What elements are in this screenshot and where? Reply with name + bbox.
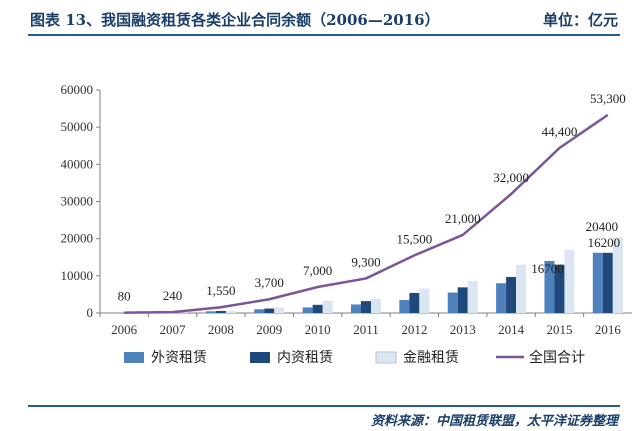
bar-金融租赁-2011 (371, 298, 381, 313)
bar-外资租赁-2015 (544, 260, 555, 313)
bar-金融租赁-2015 (564, 249, 575, 313)
total-data-label: 7,000 (303, 263, 332, 278)
y-tick-label: 40000 (61, 156, 94, 171)
y-tick-label: 50000 (61, 119, 94, 134)
total-data-label: 32,000 (493, 170, 529, 185)
legend-swatch (250, 352, 270, 363)
x-tick-label: 2006 (111, 322, 138, 337)
bar-金融租赁-2010 (322, 300, 333, 313)
bar-data-label: 16200 (588, 235, 621, 250)
unit-label: 单位：亿元 (542, 11, 618, 29)
y-tick-label: 0 (87, 305, 94, 320)
bar-外资租赁-2011 (351, 304, 361, 313)
bar-金融租赁-2012 (419, 288, 430, 313)
total-data-label: 240 (163, 288, 183, 303)
chart-title: 图表 13、我国融资租赁各类企业合同余额（2006—2016） (30, 11, 440, 29)
total-data-label: 1,550 (206, 283, 235, 298)
bar-外资租赁-2009 (254, 309, 265, 313)
legend-swatch (375, 351, 397, 364)
bar-内资租赁-2010 (312, 304, 323, 313)
bar-内资租赁-2011 (361, 301, 371, 313)
header-rule (28, 34, 620, 36)
bar-内资租赁-2016 (602, 252, 613, 313)
bar-外资租赁-2014 (496, 283, 507, 313)
x-tick-label: 2015 (546, 322, 572, 337)
y-tick-label: 30000 (61, 194, 94, 209)
bar-内资租赁-2009 (264, 308, 275, 313)
total-line (124, 113, 609, 314)
bar-金融租赁-2013 (467, 281, 478, 313)
chart-canvas: 0 10000 20000 30000 40000 50000 60000 2006 2007 2… (61, 82, 632, 366)
total-data-label: 44,400 (542, 124, 578, 139)
bar-内资租赁-2013 (457, 287, 468, 313)
bar-金融租赁-2009 (274, 307, 285, 313)
y-tick-label: 60000 (61, 82, 94, 97)
bar-外资租赁-2016 (592, 252, 603, 313)
bar-金融租赁-2016 (612, 237, 623, 313)
total-data-label: 9,300 (351, 254, 380, 269)
x-tick-label: 2014 (498, 322, 525, 337)
y-tick-label: 20000 (61, 231, 94, 246)
bar-外资租赁-2008 (205, 311, 216, 313)
bar-data-label: 16700 (531, 261, 564, 276)
x-tick-label: 2009 (256, 322, 282, 337)
bar-内资租赁-2008 (215, 310, 226, 313)
x-tick-label: 2008 (208, 322, 234, 337)
bar-内资租赁-2012 (409, 292, 420, 313)
legend-label: 内资租赁 (277, 350, 333, 366)
total-data-label: 80 (118, 289, 131, 304)
legend-swatch (124, 352, 144, 363)
legend-label: 金融租赁 (403, 350, 459, 366)
bar-内资租赁-2015 (554, 264, 565, 313)
x-tick-label: 2012 (401, 322, 427, 337)
legend: 外资租赁 内资租赁 金融租赁 全国合计 (124, 349, 585, 366)
x-tick-label: 2016 (595, 322, 622, 337)
total-data-label: 15,500 (396, 231, 432, 246)
bar-data-label: 20400 (586, 219, 619, 234)
footer-rule (28, 405, 620, 407)
bar-外资租赁-2010 (302, 307, 313, 313)
x-tick-label: 2010 (305, 322, 331, 337)
bar-金融租赁-2008 (225, 310, 236, 313)
x-tick-label: 2007 (160, 322, 187, 337)
bar-外资租赁-2012 (399, 299, 410, 313)
bar-外资租赁-2013 (447, 292, 458, 313)
source-note: 资料来源：中国租赁联盟，太平洋证券整理 (370, 414, 618, 429)
bar-金融租赁-2014 (516, 264, 527, 313)
legend-label: 外资租赁 (151, 350, 207, 366)
x-tick-label: 2013 (450, 322, 476, 337)
x-tick-label: 2011 (353, 322, 379, 337)
y-tick-label: 10000 (61, 268, 94, 283)
header: 图表 13、我国融资租赁各类企业合同余额（2006—2016） 单位：亿元 (0, 0, 640, 34)
legend-label: 全国合计 (529, 349, 585, 366)
total-data-label: 3,700 (255, 275, 284, 290)
total-data-label: 53,300 (590, 91, 626, 106)
total-data-label: 21,000 (445, 211, 481, 226)
bar-内资租赁-2014 (506, 276, 517, 313)
